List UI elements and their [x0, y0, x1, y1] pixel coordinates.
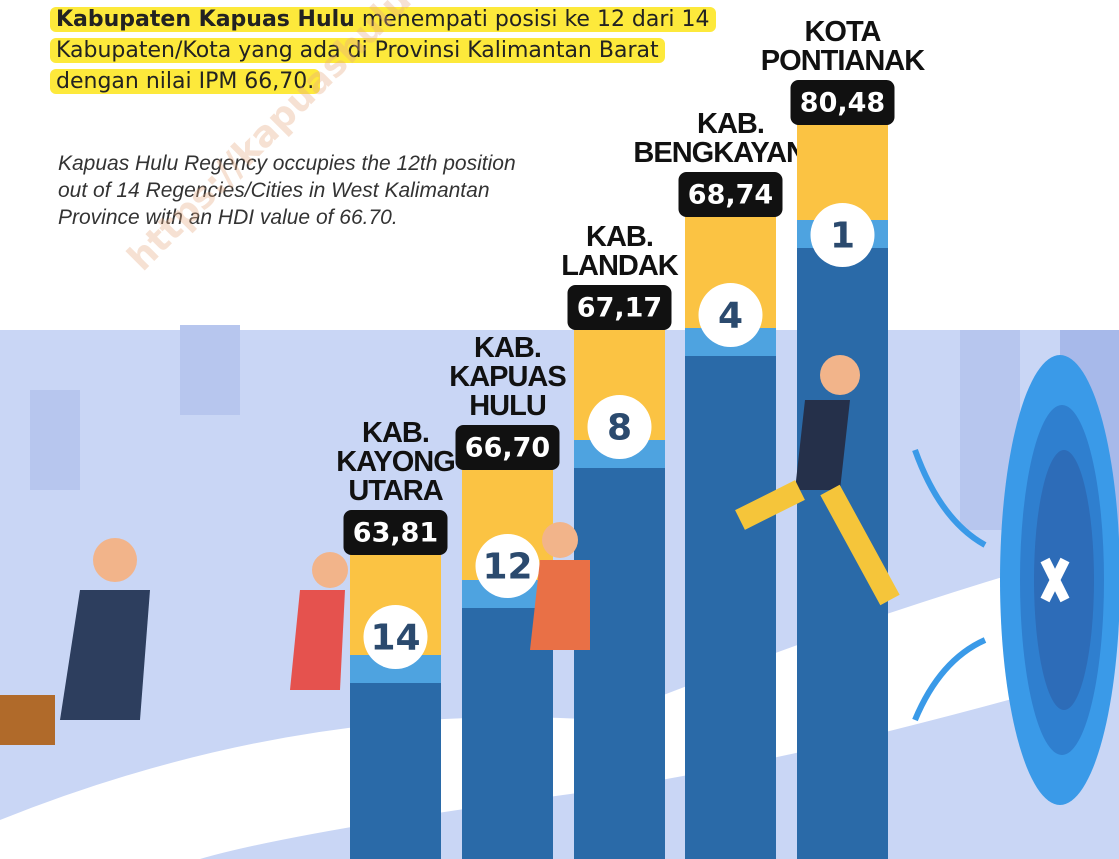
bar-base	[574, 468, 665, 859]
value-label: 80,48	[800, 88, 885, 119]
region-name: KAB.	[362, 417, 429, 449]
region-name: KOTA	[804, 16, 881, 48]
bar-base	[350, 683, 441, 859]
region-name: KAB.	[586, 221, 653, 253]
translation: Kapuas Hulu Regency occupies the 12th po…	[58, 150, 528, 231]
infographic: 63,8114KAB.KAYONGUTARA66,7012KAB.KAPUASH…	[0, 0, 1119, 859]
region-name: HULU	[469, 390, 546, 422]
rank-label: 14	[370, 618, 420, 659]
rank-label: 1	[830, 216, 855, 257]
scene: 63,8114KAB.KAYONGUTARA66,7012KAB.KAPUASH…	[0, 0, 1119, 859]
region-name: LANDAK	[561, 250, 678, 282]
region-name: KAYONG	[336, 446, 455, 478]
rank-label: 12	[482, 547, 532, 588]
value-label: 66,70	[465, 433, 550, 464]
headline-bold: Kabupaten Kapuas Hulu	[56, 7, 355, 32]
region-name: KAPUAS	[449, 361, 566, 393]
bar-base	[685, 356, 776, 859]
value-label: 63,81	[353, 518, 438, 549]
value-label: 67,17	[577, 293, 662, 324]
rank-label: 8	[607, 408, 632, 449]
rank-label: 4	[718, 296, 743, 337]
region-name: UTARA	[348, 475, 443, 507]
region-name: PONTIANAK	[761, 45, 925, 77]
value-label: 68,74	[688, 180, 773, 211]
region-name: KAB.	[474, 332, 541, 364]
region-name: KAB.	[697, 108, 764, 140]
